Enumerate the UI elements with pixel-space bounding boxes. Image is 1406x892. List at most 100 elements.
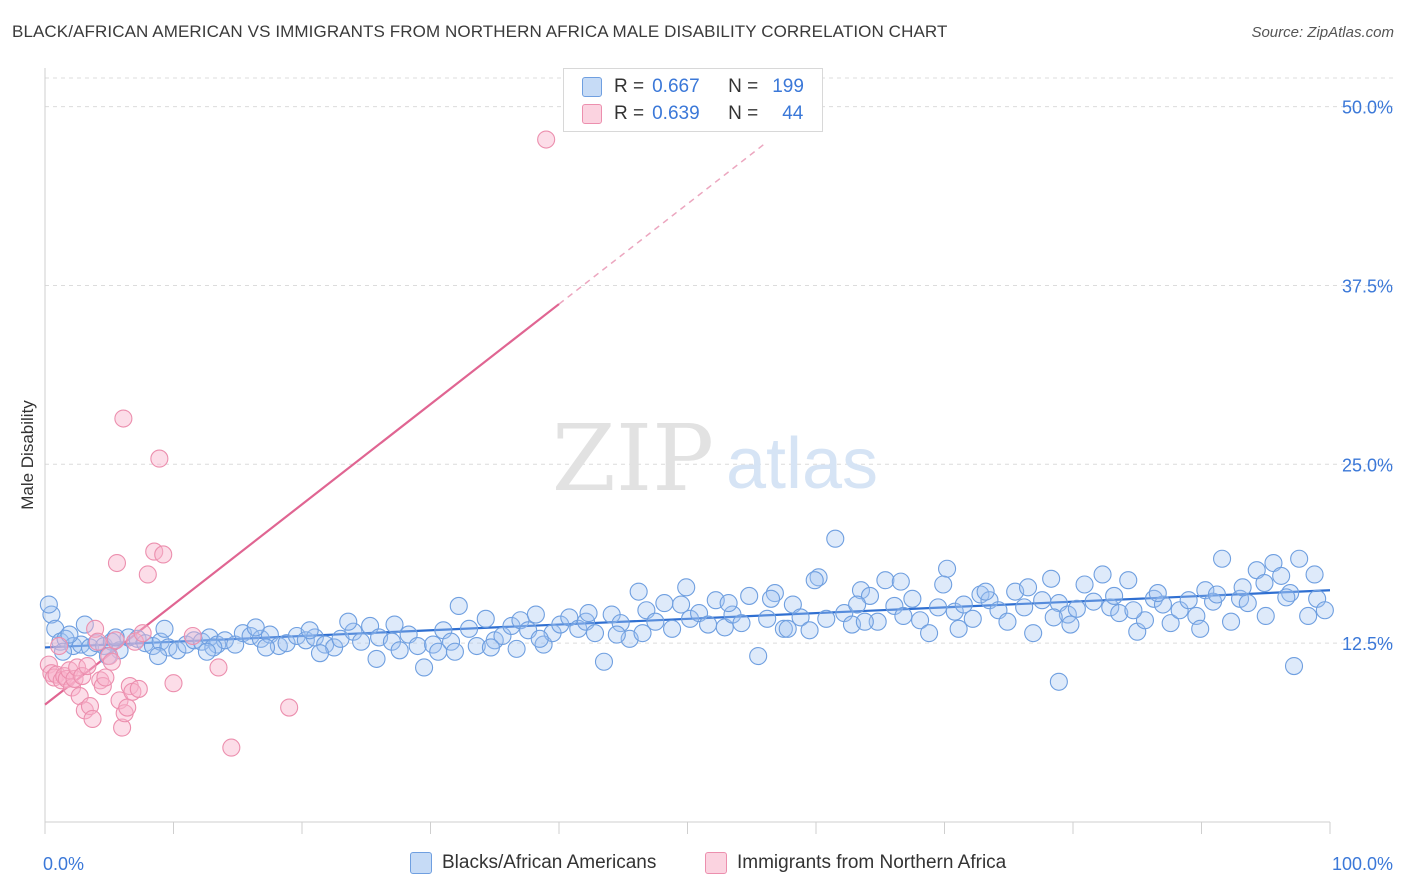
correlation-legend: R = 0.667 N = 199 R = 0.639 N = 44: [563, 68, 823, 132]
data-point: [1110, 604, 1129, 623]
data-point: [551, 615, 570, 634]
legend-r-label: R =: [614, 103, 645, 124]
data-point: [60, 625, 79, 644]
data-point: [118, 698, 137, 717]
data-point: [954, 595, 973, 614]
watermark-zip: ZIP: [552, 405, 714, 512]
data-point: [855, 612, 874, 631]
data-point: [934, 575, 953, 594]
data-point: [646, 612, 665, 631]
data-point: [107, 553, 127, 573]
legend-row-blacks: R = 0.667 N = 199: [582, 74, 804, 100]
data-point: [938, 559, 957, 578]
data-point: [1315, 601, 1334, 620]
source-label: Source: ZipAtlas.com: [1251, 24, 1394, 41]
data-point: [699, 615, 718, 634]
data-point: [114, 409, 133, 428]
data-point: [1015, 598, 1034, 617]
data-point: [493, 626, 512, 646]
data-point: [791, 608, 810, 627]
grid-lines: [45, 77, 1393, 644]
data-point: [891, 572, 910, 591]
data-point: [459, 619, 479, 638]
series-blacks: [39, 529, 1334, 691]
data-point: [929, 598, 948, 617]
data-point: [339, 612, 358, 631]
legend-r-value: 0.639: [652, 103, 700, 124]
data-point: [300, 621, 319, 640]
bottom-legend-label: Blacks/African Americans: [442, 852, 657, 873]
data-point: [476, 609, 495, 628]
legend-n-value: 44: [782, 103, 804, 124]
data-point: [78, 656, 97, 676]
data-point: [73, 667, 92, 686]
data-point: [980, 591, 999, 610]
data-point: [976, 582, 995, 601]
data-point: [1044, 608, 1063, 627]
data-point: [1284, 656, 1304, 676]
data-point: [800, 621, 819, 640]
data-point: [585, 624, 605, 643]
data-point: [663, 619, 682, 638]
x-tick-label: 0.0%: [43, 854, 84, 874]
data-point: [415, 658, 434, 677]
data-point: [277, 634, 296, 653]
data-point: [138, 565, 157, 584]
data-point: [579, 604, 598, 623]
data-points: [39, 130, 1334, 757]
data-point: [367, 649, 386, 668]
data-point: [246, 618, 265, 637]
data-point: [1277, 588, 1296, 607]
data-point: [1049, 672, 1068, 691]
data-point: [740, 586, 759, 605]
bottom-legend-swatch-pink: [705, 852, 727, 874]
data-point: [911, 611, 930, 630]
y-tick-label: 12.5%: [1342, 634, 1393, 654]
legend-swatch-blue: [582, 77, 602, 97]
data-point: [851, 581, 871, 600]
data-point: [155, 619, 174, 638]
axes: [44, 68, 1331, 834]
data-point: [655, 594, 674, 613]
data-point: [594, 652, 614, 671]
x-tick-labels: 0.0% 100.0%: [43, 854, 1393, 874]
data-point: [805, 571, 824, 590]
data-point: [449, 596, 468, 616]
data-point: [209, 658, 228, 677]
data-point: [1135, 611, 1155, 630]
y-axis-label: Male Disability: [18, 400, 37, 510]
data-point: [1042, 569, 1061, 588]
data-point: [1179, 591, 1198, 610]
data-point: [903, 589, 922, 608]
bottom-legend-northern-africa: Immigrants from Northern Africa: [705, 852, 1006, 874]
legend-r-label: R =: [614, 76, 645, 97]
data-point: [1124, 601, 1143, 620]
data-point: [502, 616, 521, 636]
data-point: [50, 636, 69, 656]
data-point: [150, 449, 169, 468]
data-point: [1290, 549, 1309, 568]
data-point: [1119, 571, 1138, 590]
data-point: [1238, 594, 1257, 613]
data-point: [1024, 624, 1043, 643]
data-point: [607, 625, 626, 644]
data-point: [1170, 601, 1189, 620]
data-point: [408, 636, 427, 656]
data-point: [876, 571, 895, 590]
data-point: [215, 631, 234, 650]
data-point: [1213, 549, 1232, 568]
data-point: [1161, 614, 1180, 633]
data-point: [1153, 595, 1172, 614]
data-point: [1084, 592, 1103, 611]
data-point: [894, 606, 913, 626]
data-point: [761, 589, 781, 608]
legend-swatch-pink: [582, 104, 602, 124]
chart-title: BLACK/AFRICAN AMERICAN VS IMMIGRANTS FRO…: [12, 22, 948, 41]
data-point: [1075, 575, 1094, 594]
data-point: [774, 619, 793, 638]
data-point: [1093, 565, 1112, 584]
data-point: [1101, 598, 1120, 617]
data-point: [749, 646, 768, 666]
data-point: [672, 595, 691, 614]
